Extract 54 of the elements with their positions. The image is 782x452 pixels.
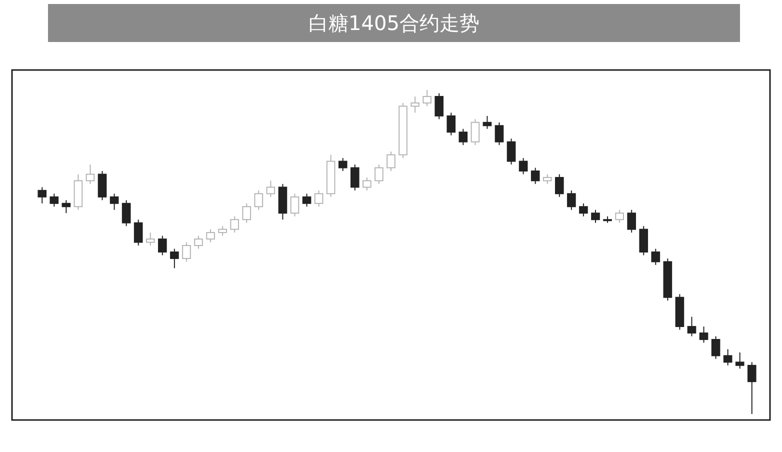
candlestick [579, 202, 588, 217]
candlestick [98, 170, 107, 201]
candlestick [182, 242, 191, 262]
candlestick [374, 164, 384, 184]
candlestick [434, 92, 444, 120]
candlestick [290, 193, 300, 217]
candlestick [446, 112, 456, 136]
candlestick [110, 193, 119, 210]
candlestick [458, 128, 468, 146]
candlestick [170, 248, 179, 269]
candlestick [506, 138, 516, 166]
candlestick [651, 248, 660, 266]
candlestick [494, 122, 504, 146]
candlestick [302, 193, 312, 208]
candlestick [194, 235, 203, 250]
candlestick [567, 190, 576, 210]
candlestick [615, 209, 624, 224]
candlestick [242, 202, 252, 224]
candlestick [554, 174, 564, 198]
candlestick [747, 362, 756, 414]
candlestick [699, 326, 708, 344]
candlestick [38, 186, 47, 204]
candlestick [350, 164, 360, 191]
candlestick [470, 118, 480, 146]
candlestick [158, 235, 167, 256]
chart-title: 白糖1405合约走势 [308, 11, 480, 35]
candlestick [735, 352, 744, 370]
candlestick [230, 216, 240, 234]
candlestick [362, 176, 372, 191]
candlestick [639, 226, 648, 256]
candlestick [386, 151, 396, 172]
candlestick [711, 336, 720, 360]
candlestick [254, 190, 264, 210]
candlestick [146, 232, 155, 246]
candlestick [591, 209, 600, 224]
candlestick [50, 193, 59, 208]
candlestick [62, 200, 71, 214]
candlestick [134, 219, 143, 246]
candlestick [687, 316, 696, 337]
candlestick [530, 167, 540, 184]
candlestick [86, 164, 95, 184]
candlestick [542, 174, 552, 184]
candlestick [723, 348, 732, 366]
candlestick [218, 226, 227, 236]
candlestick [627, 209, 636, 234]
candlestick [314, 190, 324, 208]
candlestick [338, 158, 348, 172]
candlestick [206, 228, 215, 243]
candlestick [410, 96, 420, 114]
candlestick [518, 158, 528, 175]
candlestick [482, 115, 492, 130]
candlestick [422, 90, 432, 107]
candlestick [122, 200, 131, 227]
candlestick [266, 180, 276, 198]
